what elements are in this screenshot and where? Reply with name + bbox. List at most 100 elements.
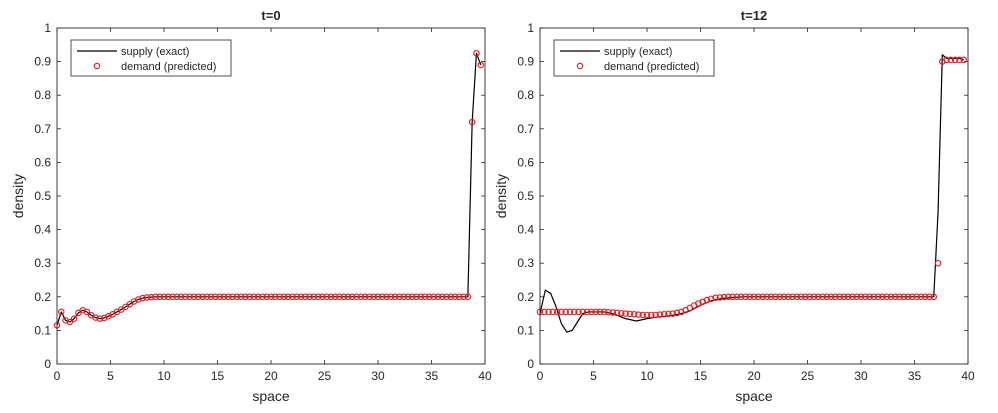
demand-marker — [447, 293, 455, 301]
x-tick-label: 15 — [694, 369, 708, 383]
chart-title: t=0 — [261, 8, 280, 23]
demand-marker — [742, 293, 749, 301]
demand-marker — [383, 293, 390, 301]
demand-marker — [293, 293, 300, 301]
demand-marker — [276, 293, 283, 301]
demand-marker — [160, 293, 168, 301]
demand-marker — [613, 309, 621, 317]
demand-marker — [776, 293, 783, 301]
demand-marker — [639, 311, 646, 319]
demand-marker — [426, 293, 433, 301]
demand-marker — [165, 293, 172, 301]
demand-marker — [400, 293, 407, 301]
y-tick-label: 0.2 — [34, 290, 51, 304]
demand-marker — [673, 309, 681, 317]
x-tick-label: 10 — [640, 369, 654, 383]
plot-area — [57, 28, 485, 364]
demand-marker — [960, 56, 967, 64]
demand-marker — [297, 293, 305, 301]
demand-marker — [630, 311, 638, 318]
x-ticks: 0 5 10 15 20 25 30 35 40 — [54, 28, 492, 383]
demand-marker — [267, 293, 275, 301]
demand-marker — [909, 293, 916, 301]
y-tick-label: 0.5 — [517, 189, 534, 203]
demand-marker — [139, 294, 146, 302]
chart-panel-1: 0 5 10 15 20 25 30 35 40 0 0.1 0.2 0.3 0.4 0.5 0.6 0.7 0.… — [493, 8, 975, 404]
demand-marker — [349, 293, 356, 301]
legend-box — [70, 39, 232, 77]
demand-marker — [891, 293, 899, 301]
x-tick-label: 15 — [211, 369, 225, 383]
demand-marker — [177, 293, 185, 301]
demand-marker — [904, 293, 912, 301]
demand-marker — [866, 293, 873, 301]
x-tick-label: 5 — [590, 369, 597, 383]
demand-marker — [746, 293, 753, 301]
x-tick-label: 35 — [425, 369, 439, 383]
demand-marker — [879, 293, 886, 301]
y-tick-label: 0.9 — [34, 55, 51, 69]
x-ticks: 0 5 10 15 20 25 30 35 40 — [537, 28, 975, 383]
y-tick-label: 0.6 — [517, 155, 534, 169]
demand-marker — [259, 293, 266, 301]
demand-marker — [656, 311, 664, 318]
demand-marker — [605, 309, 612, 316]
demand-marker — [280, 293, 288, 301]
demand-marker — [233, 293, 241, 301]
axes-frame — [56, 27, 486, 365]
demand-marker — [408, 293, 416, 301]
demand-marker — [357, 293, 365, 301]
demand-marker — [370, 293, 377, 301]
demand-marker — [836, 293, 843, 301]
y-tick-label: 0 — [44, 357, 51, 371]
demand-marker — [156, 293, 163, 301]
y-tick-label: 0.8 — [517, 88, 534, 102]
demand-marker — [609, 309, 617, 316]
demand-marker — [549, 308, 557, 316]
x-tick-label: 40 — [961, 369, 975, 383]
y-tick-label: 0.1 — [517, 323, 534, 337]
demand-marker — [169, 293, 176, 301]
demand-marker — [823, 293, 831, 301]
demand-marker — [473, 49, 480, 57]
demand-marker — [379, 293, 386, 301]
axes-frame — [539, 27, 969, 365]
demand-marker — [250, 293, 258, 301]
demand-marker — [207, 293, 215, 301]
demand-marker — [229, 293, 236, 301]
demand-marker — [173, 293, 181, 301]
demand-marker — [464, 293, 472, 301]
demand-marker — [451, 293, 459, 301]
demand-marker — [583, 308, 591, 316]
legend-marker-swatch — [93, 62, 101, 70]
demand-marker — [147, 293, 155, 301]
demand-marker — [216, 293, 223, 301]
demand-marker — [96, 315, 104, 322]
demand-marker — [652, 311, 659, 319]
demand-marker — [930, 293, 938, 301]
demand-marker — [648, 311, 655, 319]
demand-marker — [759, 293, 766, 301]
y-tick-label: 0.6 — [34, 155, 51, 169]
demand-marker — [716, 294, 724, 301]
legend-marker-swatch — [576, 62, 584, 70]
demand-marker — [921, 293, 929, 301]
demand-marker — [720, 293, 728, 301]
demand-marker — [438, 293, 446, 301]
demand-marker — [301, 293, 309, 301]
x-axis-label: space — [735, 388, 773, 404]
demand-marker — [737, 293, 745, 301]
demand-marker — [797, 293, 805, 301]
y-axis-label: density — [10, 174, 26, 218]
demand-marker — [862, 293, 869, 301]
demand-marker — [887, 293, 895, 301]
demand-marker — [66, 318, 74, 326]
demand-marker — [272, 293, 279, 301]
demand-marker — [870, 293, 878, 301]
demand-marker — [336, 293, 343, 301]
demand-marker — [374, 293, 382, 301]
demand-marker — [926, 293, 933, 301]
x-tick-label: 5 — [107, 369, 114, 383]
demand-marker — [827, 293, 835, 301]
